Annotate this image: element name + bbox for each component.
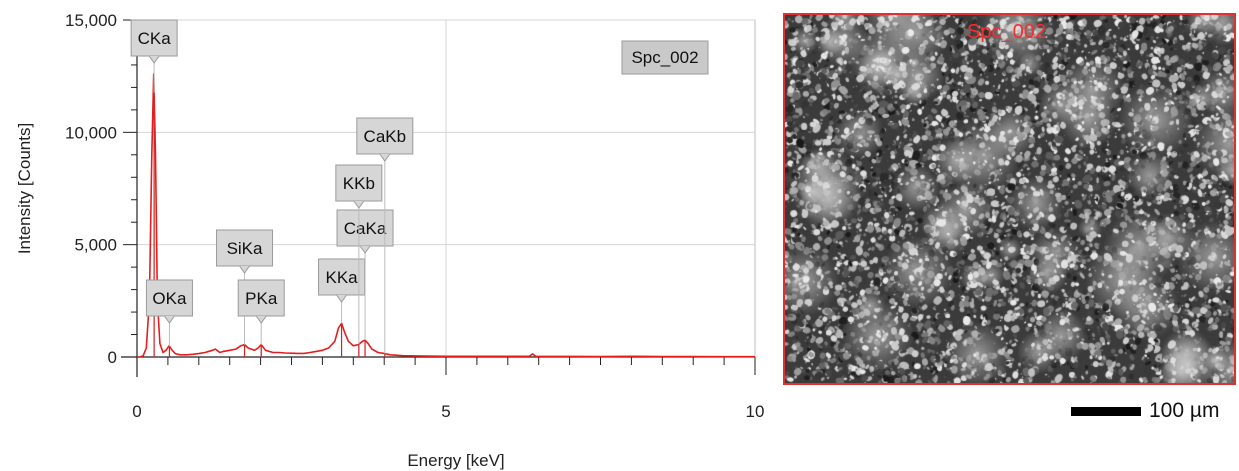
y-tick-label: 0 xyxy=(108,348,117,367)
sem-micrograph xyxy=(785,15,1234,383)
peak-label-box xyxy=(356,117,414,155)
y-tick-label: 10,000 xyxy=(65,123,117,142)
peak-label-box xyxy=(336,209,394,247)
peak-label-box xyxy=(130,19,178,57)
peak-label: CaKa xyxy=(344,219,387,238)
peak-label: CKa xyxy=(138,29,172,48)
peak-label-pointer xyxy=(148,55,160,64)
peak-label-box xyxy=(216,229,274,267)
peak-label: PKa xyxy=(245,289,278,308)
sem-spectrum-label: Spc_002 xyxy=(967,21,1046,43)
peak-label-box xyxy=(237,279,285,317)
scale-bar xyxy=(1071,407,1141,416)
peak-label-pointer xyxy=(255,315,267,324)
y-axis-title: Intensity [Counts] xyxy=(15,123,34,254)
peak-label-pointer xyxy=(379,153,391,162)
x-tick-label: 5 xyxy=(441,402,450,421)
scale-bar-label: 100 µm xyxy=(1149,399,1220,422)
peak-label: KKb xyxy=(343,174,375,193)
x-tick-label: 0 xyxy=(132,402,141,421)
peak-label-pointer xyxy=(353,200,365,209)
peak-label-pointer xyxy=(239,265,250,274)
eds-spectrum-chart: 0 5,000 10,000 15,000 0 5 10 Energy [keV] Intens… xyxy=(15,11,765,470)
peak-label: KKa xyxy=(325,268,358,287)
peak-label-box xyxy=(145,279,193,317)
x-tick-label: 10 xyxy=(746,402,765,421)
y-tick-label: 15,000 xyxy=(65,11,117,30)
x-axis-title: Energy [keV] xyxy=(407,451,504,470)
legend-label: Spc_002 xyxy=(631,48,698,67)
peak-label: SiKa xyxy=(227,239,263,258)
peak-label-pointer xyxy=(336,294,347,303)
peak-label-pointer xyxy=(359,245,371,254)
peak-label-box xyxy=(318,258,366,296)
peak-label-pointer xyxy=(164,315,175,324)
legend-box xyxy=(621,40,709,75)
peak-label: CaKb xyxy=(364,127,407,146)
y-tick-label: 5,000 xyxy=(74,236,117,255)
sem-image-panel: Spc_002 xyxy=(783,13,1236,385)
peak-label: OKa xyxy=(152,289,187,308)
